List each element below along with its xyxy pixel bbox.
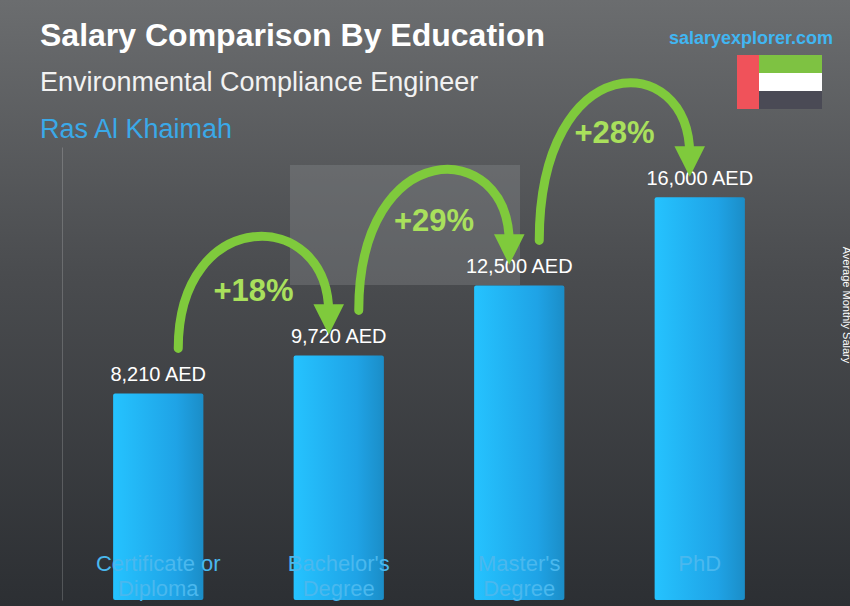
x-tick: Certificate orDiploma xyxy=(96,545,221,601)
annotation-arrow xyxy=(178,236,329,348)
flag-stripe xyxy=(759,55,822,73)
data-label: 12,500 AED xyxy=(466,255,573,277)
x-axis-line xyxy=(69,545,791,546)
annotations: +18% +29% +28% xyxy=(178,83,690,349)
annotation-arrow xyxy=(359,169,510,310)
data-label: 8,210 AED xyxy=(110,363,206,385)
annotation-text: +28% xyxy=(574,115,654,150)
title: Salary Comparison By Education xyxy=(40,17,545,53)
background xyxy=(0,0,850,606)
x-tick: Bachelor'sDegree xyxy=(288,545,390,601)
x-tick-label: Bachelor'sDegree xyxy=(288,551,390,601)
x-axis: Certificate orDiploma Bachelor'sDegree Mas… xyxy=(69,545,791,601)
data-label: 16,000 AED xyxy=(646,167,753,189)
flag-stripe xyxy=(759,91,822,109)
bars xyxy=(113,197,745,600)
annotation-text: +29% xyxy=(394,203,474,238)
chart: Certificate orDiploma Bachelor'sDegree Mas… xyxy=(0,0,850,606)
y-axis-title: Average Monthly Salary xyxy=(841,247,850,364)
annotation-text: +18% xyxy=(213,273,293,308)
y-axis-line xyxy=(62,148,63,601)
bar xyxy=(474,285,564,600)
x-tick: PhD xyxy=(678,545,721,576)
bar xyxy=(655,197,745,600)
flag-stripe xyxy=(737,55,759,109)
flag-stripe xyxy=(759,73,822,91)
x-tick-label: PhD xyxy=(678,551,721,576)
y-axis xyxy=(62,148,63,601)
source: salaryexplorer.com xyxy=(669,28,833,48)
flag xyxy=(737,55,822,109)
subtitle: Environmental Compliance Engineer xyxy=(40,67,478,97)
data-label: 9,720 AED xyxy=(291,325,387,347)
x-tick: Master'sDegree xyxy=(478,545,560,601)
x-tick-label: Certificate orDiploma xyxy=(96,551,221,601)
x-tick-label: Master'sDegree xyxy=(478,551,560,601)
annotation-arrow xyxy=(539,83,690,241)
subtitle: Ras Al Khaimah xyxy=(40,114,232,144)
data-labels: 8,210 AED 9,720 AED 12,500 AED 16,000 AED xyxy=(110,167,753,385)
